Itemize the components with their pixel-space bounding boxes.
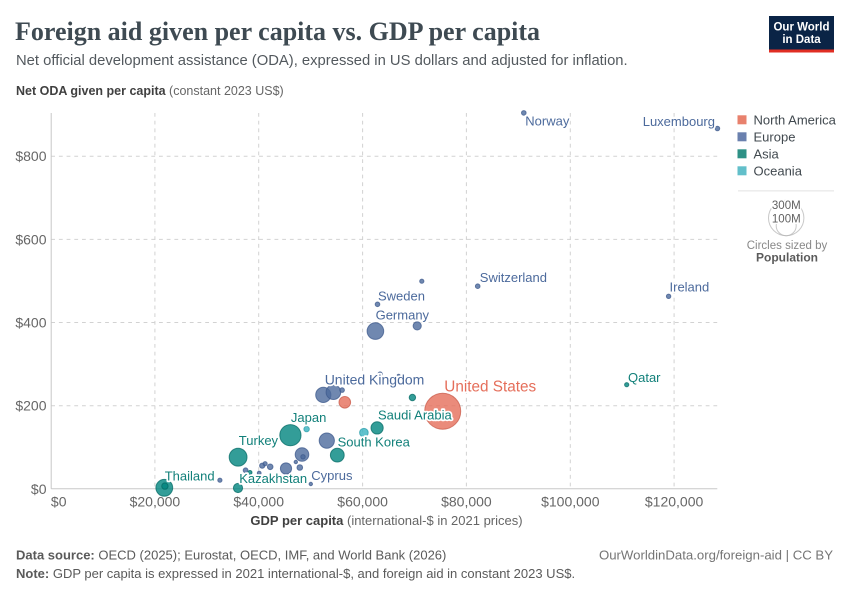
svg-text:$600: $600 — [15, 231, 46, 247]
svg-text:$100,000: $100,000 — [541, 494, 600, 510]
svg-text:Cyprus: Cyprus — [311, 468, 353, 483]
svg-text:Thailand: Thailand — [165, 469, 215, 484]
svg-text:$80,000: $80,000 — [441, 494, 492, 510]
svg-text:100M: 100M — [772, 214, 801, 226]
svg-text:Japan: Japan — [291, 410, 326, 425]
svg-text:OurWorldinData.org/foreign-aid: OurWorldinData.org/foreign-aid | CC BY — [599, 548, 833, 563]
svg-text:GDP per capita (international-: GDP per capita (international-$ in 2021 … — [250, 513, 522, 528]
svg-text:$200: $200 — [15, 398, 46, 414]
svg-text:Germany: Germany — [376, 308, 430, 323]
svg-text:Europe: Europe — [754, 129, 796, 144]
svg-text:in Data: in Data — [782, 34, 821, 46]
svg-text:Net official development assis: Net official development assistance (ODA… — [16, 53, 628, 69]
svg-text:United States: United States — [444, 379, 536, 396]
svg-text:Turkey: Turkey — [239, 433, 279, 448]
svg-text:South Korea: South Korea — [338, 434, 411, 449]
svg-text:$0: $0 — [51, 494, 67, 510]
svg-text:United Kingdom: United Kingdom — [325, 372, 425, 388]
svg-text:Sweden: Sweden — [378, 289, 425, 304]
svg-text:$800: $800 — [15, 148, 46, 164]
svg-text:$20,000: $20,000 — [130, 494, 181, 510]
svg-text:Ireland: Ireland — [670, 280, 710, 295]
svg-text:$120,000: $120,000 — [645, 494, 704, 510]
svg-text:Population: Population — [756, 251, 818, 265]
svg-text:$0: $0 — [31, 481, 47, 497]
svg-text:Oceania: Oceania — [754, 163, 803, 178]
svg-text:Foreign aid given per capita v: Foreign aid given per capita vs. GDP per… — [15, 17, 540, 46]
svg-text:North America: North America — [754, 112, 837, 127]
svg-text:$400: $400 — [15, 315, 46, 331]
svg-text:Luxembourg: Luxembourg — [643, 114, 715, 129]
svg-text:Saudi Arabia: Saudi Arabia — [378, 408, 452, 423]
svg-text:Our World: Our World — [773, 22, 829, 34]
svg-text:Qatar: Qatar — [628, 370, 661, 385]
svg-text:Note: GDP per capita is expres: Note: GDP per capita is expressed in 202… — [16, 566, 575, 581]
svg-text:300M: 300M — [772, 200, 801, 212]
svg-text:$40,000: $40,000 — [233, 494, 284, 510]
svg-text:$60,000: $60,000 — [337, 494, 388, 510]
svg-text:Kazakhstan: Kazakhstan — [239, 471, 307, 486]
svg-text:Asia: Asia — [754, 146, 780, 161]
svg-text:Norway: Norway — [525, 114, 570, 129]
svg-text:Switzerland: Switzerland — [480, 270, 547, 285]
svg-text:Net ODA given per capita (cons: Net ODA given per capita (constant 2023 … — [16, 84, 284, 98]
svg-text:Data source: OECD (2025); Euro: Data source: OECD (2025); Eurostat, OECD… — [16, 548, 446, 563]
svg-text:Circles sized by: Circles sized by — [747, 240, 828, 252]
